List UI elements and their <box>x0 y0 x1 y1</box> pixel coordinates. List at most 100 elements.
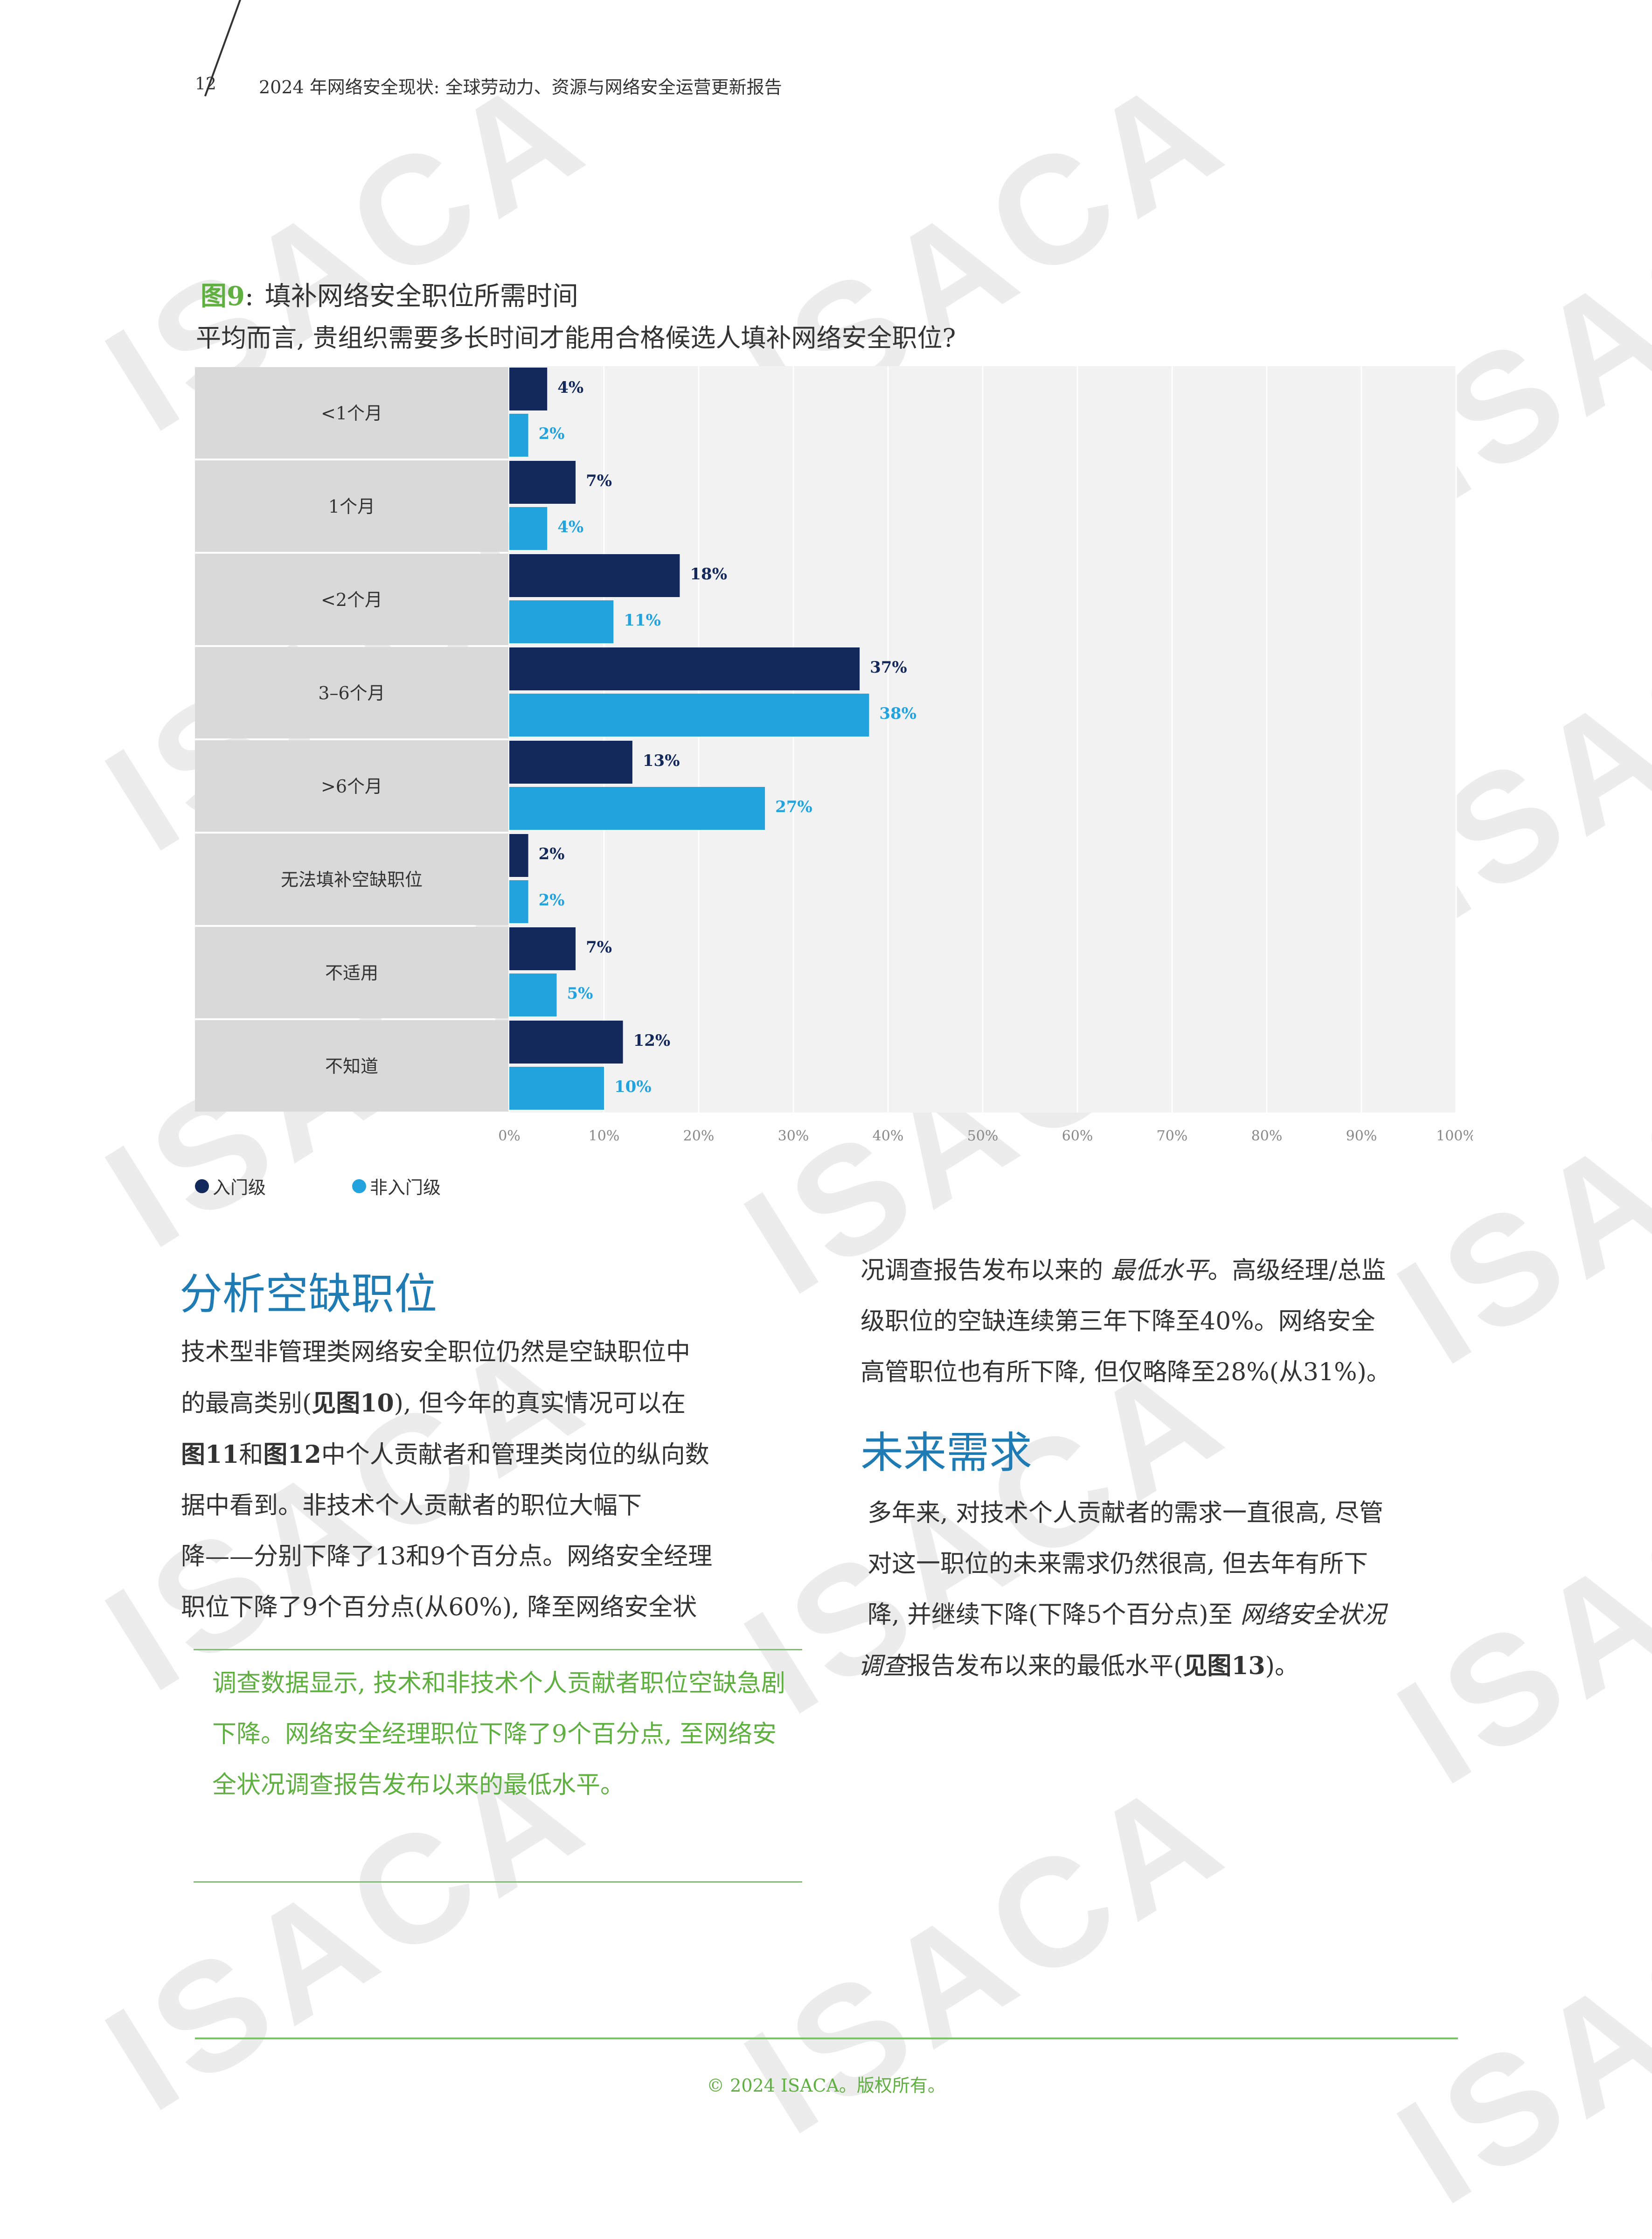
text-run: 高管职位也有所下降, 但仅略降至28%(从31%)。 <box>861 1358 1391 1386</box>
category-panel <box>195 1020 508 1112</box>
data-label: 27% <box>775 798 812 816</box>
bar-chart: <1个月 4% 2% 1个月 7% 4% <2个月 18% 11% 3–6个月 37% 38% >6个月… <box>195 366 1473 1144</box>
figure-title: 图9: 填补网络安全职位所需时间 <box>201 275 578 313</box>
category-panel <box>195 834 508 925</box>
watermark: ISACA <box>1370 1812 1652 2237</box>
bar-entry-level <box>509 461 576 504</box>
category-label: <2个月 <box>321 590 382 610</box>
legend-entry-non-entry-level: 非入门级 <box>352 1173 441 1199</box>
bar-entry-level <box>509 927 576 970</box>
figure-ref: 见图13 <box>1183 1652 1265 1680</box>
copyright: © 2024 ISACA。版权所有。 <box>707 2075 945 2096</box>
text-run: 况调查报告发布以来的 <box>861 1257 1111 1285</box>
bar-non-entry-level <box>509 507 548 550</box>
x-tick-label: 90% <box>1346 1128 1377 1144</box>
figure-label-sep: : <box>244 281 254 312</box>
text-run: 和 <box>239 1441 264 1469</box>
figure-subtitle: 平均而言, 贵组织需要多长时间才能用合格候选人填补网络安全职位? <box>196 323 956 353</box>
category-panel <box>195 460 508 552</box>
bar-entry-level <box>509 834 528 877</box>
bar-entry-level <box>509 368 548 410</box>
x-tick-label: 0% <box>498 1128 521 1144</box>
figure-ref: 图11 <box>181 1440 239 1469</box>
figure-label: 图9 <box>201 281 245 312</box>
category-panel <box>195 554 508 645</box>
legend-swatch <box>195 1179 209 1193</box>
callout-text: 调查数据显示, 技术和非技术个人贡献者职位空缺急剧下降。网络安全经理职位下降了9… <box>212 1669 786 1799</box>
text-run: 降, 并继续下降(下降5个百分点)至 <box>868 1601 1241 1629</box>
future-demand-paragraph: 多年来, 对技术个人贡献者的需求一直很高, 尽管 对这一职位的未来需求仍然很高,… <box>858 1488 1474 1692</box>
bar-non-entry-level <box>509 414 528 457</box>
running-head: 2024 年网络安全现状: 全球劳动力、资源与网络安全运营更新报告 <box>259 77 782 97</box>
bar-non-entry-level <box>509 600 614 643</box>
data-label: 2% <box>539 845 565 863</box>
continued-paragraph: 况调查报告发布以来的 最低水平。高级经理/总监 级职位的空缺连续第三年下降至40… <box>861 1245 1467 1398</box>
section-heading-future-demand: 未来需求 <box>861 1428 1033 1478</box>
footer-rule <box>195 2037 1458 2039</box>
text-run: 。高级经理/总监 <box>1208 1257 1386 1285</box>
text-run: 的最高类别( <box>181 1390 312 1418</box>
text-run: 技术型非管理类网络安全职位仍然是空缺职位中 <box>181 1338 691 1366</box>
bar-entry-level <box>509 741 632 784</box>
category-label: >6个月 <box>321 776 382 797</box>
category-panel <box>195 740 508 832</box>
legend-label: 非入门级 <box>370 1177 441 1198</box>
x-tick-label: 10% <box>589 1128 620 1144</box>
data-label: 5% <box>567 984 593 1003</box>
section-heading-analysis: 分析空缺职位 <box>180 1269 437 1319</box>
x-tick-label: 40% <box>873 1128 904 1144</box>
data-label: 18% <box>690 565 727 584</box>
data-label: 13% <box>643 751 680 770</box>
bar-non-entry-level <box>509 1067 604 1110</box>
text-run: 多年来, 对技术个人贡献者的需求一直很高, 尽管 <box>868 1499 1384 1527</box>
text-run: 据中看到。非技术个人贡献者的职位大幅下 <box>181 1492 642 1520</box>
data-label: 10% <box>614 1078 652 1096</box>
figure-title-text: 填补网络安全职位所需时间 <box>264 281 578 312</box>
legend-swatch <box>352 1179 366 1193</box>
text-run: 报告发布以来的最低水平( <box>907 1652 1183 1680</box>
category-label: 不知道 <box>325 1056 378 1077</box>
legend-entry-entry-level: 入门级 <box>195 1173 266 1199</box>
legend-label: 入门级 <box>213 1177 266 1198</box>
x-tick-label: 100% <box>1436 1128 1473 1144</box>
page-number: 12 <box>195 75 216 94</box>
callout-box <box>194 1649 802 1883</box>
bar-entry-level <box>509 647 860 690</box>
data-label: 12% <box>633 1031 671 1050</box>
text-run: 职位下降了9个百分点(从60%), 降至网络安全状 <box>181 1593 697 1621</box>
x-tick-label: 20% <box>683 1128 715 1144</box>
category-label: 不适用 <box>325 963 378 983</box>
category-label: 1个月 <box>328 496 375 517</box>
category-panel <box>195 647 508 738</box>
text-run: 级职位的空缺连续第三年下降至40%。网络安全 <box>861 1307 1375 1335</box>
bar-non-entry-level <box>509 787 765 830</box>
emphasis: 网络安全状况 <box>1240 1601 1386 1629</box>
figure-ref: 见图10 <box>312 1389 394 1418</box>
data-label: 2% <box>539 891 565 910</box>
data-label: 37% <box>870 658 907 677</box>
figure-ref: 图12 <box>263 1440 321 1469</box>
text-run: )。 <box>1265 1652 1299 1680</box>
category-label: <1个月 <box>321 403 382 424</box>
data-label: 4% <box>557 518 583 536</box>
x-tick-label: 80% <box>1251 1128 1283 1144</box>
category-label: 无法填补空缺职位 <box>281 869 423 890</box>
bar-entry-level <box>509 554 680 597</box>
category-panel <box>195 367 508 459</box>
text-run: ), 但今年的真实情况可以在 <box>394 1390 686 1418</box>
data-label: 2% <box>539 424 565 443</box>
text-run: 中个人贡献者和管理类岗位的纵向数 <box>321 1441 709 1469</box>
category-label: 3–6个月 <box>318 683 385 703</box>
x-tick-label: 30% <box>778 1128 809 1144</box>
bar-non-entry-level <box>509 880 528 923</box>
data-label: 4% <box>557 378 583 397</box>
text-run: 降——分别下降了13和9个百分点。网络安全经理 <box>181 1543 713 1571</box>
data-label: 7% <box>586 938 612 957</box>
x-tick-label: 60% <box>1062 1128 1093 1144</box>
bar-non-entry-level <box>509 694 869 737</box>
x-tick-label: 50% <box>967 1128 999 1144</box>
bar-entry-level <box>509 1021 623 1064</box>
text-run: 对这一职位的未来需求仍然很高, 但去年有所下 <box>868 1550 1368 1578</box>
data-label: 38% <box>879 704 916 723</box>
category-panel <box>195 927 508 1018</box>
